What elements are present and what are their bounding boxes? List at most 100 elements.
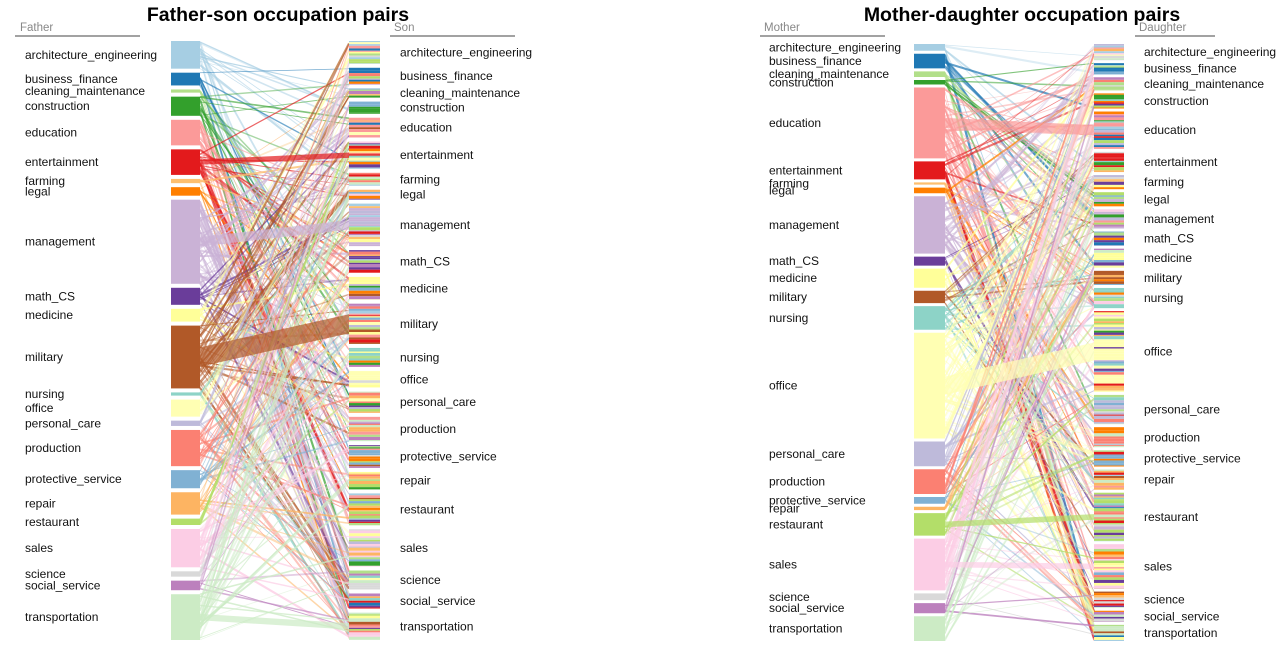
right-bar-segment-office bbox=[1094, 365, 1124, 369]
flow-repair bbox=[199, 237, 350, 494]
right-bar-segment-farming bbox=[349, 179, 380, 181]
right-bar-segment-restaurant bbox=[349, 507, 380, 510]
left-bar-cleaning_maintenance bbox=[171, 89, 200, 93]
flow-education bbox=[944, 73, 1095, 153]
right-bar-segment-office bbox=[1094, 351, 1124, 354]
right-bar-segment-personal_care bbox=[1094, 414, 1124, 416]
right-bar-segment-entertainment bbox=[1094, 153, 1124, 156]
right-bar-segment-restaurant bbox=[1094, 496, 1124, 498]
right-bar-segment-military bbox=[349, 310, 380, 314]
right-bar-segment-personal_care bbox=[1094, 418, 1124, 422]
left-bar-transportation bbox=[171, 594, 200, 640]
left-label-business_finance: business_finance bbox=[25, 72, 118, 86]
right-bar-segment-entertainment bbox=[1094, 165, 1124, 168]
right-bar-segment-architecture_engineering bbox=[1094, 55, 1124, 59]
flow-education bbox=[944, 110, 1095, 303]
flow-sales bbox=[944, 71, 1095, 569]
right-bar-segment-office bbox=[349, 380, 380, 383]
left-label-medicine: medicine bbox=[25, 308, 73, 322]
right-bar-segment-entertainment bbox=[1094, 151, 1124, 154]
right-bar-segment-protective_service bbox=[1094, 454, 1124, 457]
right-bar-segment-cleaning_maintenance bbox=[1094, 77, 1124, 80]
right-bar-segment-farming bbox=[1094, 177, 1124, 180]
right-bar-segment-sales bbox=[1094, 572, 1124, 576]
right-bar-segment-restaurant bbox=[349, 493, 380, 496]
left-bar-repair bbox=[171, 492, 200, 515]
right-label-office: office bbox=[400, 372, 429, 386]
right-bar-segment-architecture_engineering bbox=[349, 45, 380, 49]
flow-transportation bbox=[199, 482, 350, 629]
right-bar-segment-sales bbox=[349, 559, 380, 562]
right-bar-segment-repair bbox=[349, 480, 380, 485]
flow-personal_care bbox=[944, 53, 1095, 457]
right-bar-segment-education bbox=[1094, 111, 1124, 115]
right-bar-segment-management bbox=[349, 236, 380, 240]
flow-social_service bbox=[944, 610, 1095, 627]
left-label-nursing: nursing bbox=[25, 387, 64, 401]
right-bar-segment-sales bbox=[349, 529, 380, 531]
right-bar-segment-cleaning_maintenance bbox=[1094, 86, 1124, 90]
left-label-protective_service: protective_service bbox=[25, 472, 122, 486]
right-label-production: production bbox=[1144, 430, 1200, 444]
right-bar-segment-restaurant bbox=[1094, 494, 1124, 497]
left-label-business_finance: business_finance bbox=[769, 54, 862, 68]
right-bar-segment-office bbox=[1094, 377, 1124, 381]
right-bar-segment-production bbox=[1094, 427, 1124, 431]
right-bar-segment-restaurant bbox=[1094, 536, 1124, 539]
left-label-production: production bbox=[25, 441, 81, 455]
right-bar-segment-farming bbox=[1094, 184, 1124, 188]
flow-transportation bbox=[199, 399, 350, 618]
right-bar-segment-management bbox=[1094, 211, 1124, 214]
right-bar-segment-office bbox=[1094, 336, 1124, 340]
right-bar-segment-protective_service bbox=[1094, 451, 1124, 455]
right-label-personal_care: personal_care bbox=[400, 395, 476, 409]
right-bar-segment-nursing bbox=[349, 358, 380, 361]
right-bar-segment-military bbox=[349, 339, 380, 343]
right-bar-segment-education bbox=[349, 132, 380, 136]
right-bar-segment-construction bbox=[349, 110, 380, 113]
right-bar-segment-protective_service bbox=[1094, 465, 1124, 467]
right-bar-segment-restaurant bbox=[1094, 538, 1124, 541]
chart-1: Father-son occupation pairs Father Son arch… bbox=[15, 4, 532, 641]
right-label-cleaning_maintenance: cleaning_maintenance bbox=[1144, 77, 1264, 91]
right-bar-segment-education bbox=[1094, 117, 1124, 121]
flow-repair bbox=[199, 339, 350, 507]
right-bar-segment-nursing bbox=[1094, 298, 1124, 302]
right-bar-segment-office bbox=[349, 382, 380, 385]
right-bar-segment-architecture_engineering bbox=[349, 42, 380, 45]
right-bar-segment-office bbox=[1094, 390, 1124, 392]
right-bar-segment-education bbox=[1094, 121, 1124, 123]
right-bar-segment-math_CS bbox=[1094, 231, 1124, 233]
right-bar-segment-social_service bbox=[349, 596, 380, 599]
flow-military bbox=[199, 76, 350, 363]
right-bar-segment-office bbox=[1094, 353, 1124, 357]
right-bar-segment-office bbox=[1094, 316, 1124, 319]
right-bar-segment-social_service bbox=[1094, 616, 1124, 619]
right-bar-segment-military bbox=[1094, 277, 1124, 280]
right-label-education: education bbox=[400, 121, 452, 135]
flow-highlight-office bbox=[945, 342, 1094, 395]
flow-transportation bbox=[199, 352, 350, 628]
left-label-management: management bbox=[769, 218, 840, 232]
right-bar-segment-math_CS bbox=[1094, 237, 1124, 241]
right-bar-segment-restaurant bbox=[349, 505, 380, 508]
right-bar-segment-medicine bbox=[1094, 266, 1124, 268]
right-bar-segment-nursing bbox=[349, 364, 380, 367]
right-bar-segment-protective_service bbox=[1094, 460, 1124, 464]
right-bar-segment-education bbox=[1094, 146, 1124, 149]
right-label-science: science bbox=[1144, 593, 1185, 607]
right-bar-segment-production bbox=[1094, 433, 1124, 437]
right-bar-segment-restaurant bbox=[1094, 507, 1124, 509]
flow-office bbox=[944, 431, 1095, 496]
flow-management bbox=[944, 45, 1095, 221]
right-bar-segment-math_CS bbox=[1094, 240, 1124, 243]
left-label-restaurant: restaurant bbox=[769, 517, 824, 531]
right-bar-segment-legal bbox=[1094, 196, 1124, 200]
right-bar-segment-sales bbox=[1094, 565, 1124, 568]
flow-social_service bbox=[199, 570, 350, 582]
right-bar-segment-restaurant bbox=[1094, 532, 1124, 536]
right-bar-segment-personal_care bbox=[1094, 415, 1124, 419]
right-bar-segment-restaurant bbox=[1094, 505, 1124, 508]
right-bar-segment-education bbox=[349, 129, 380, 133]
right-bar-segment-protective_service bbox=[349, 450, 380, 454]
